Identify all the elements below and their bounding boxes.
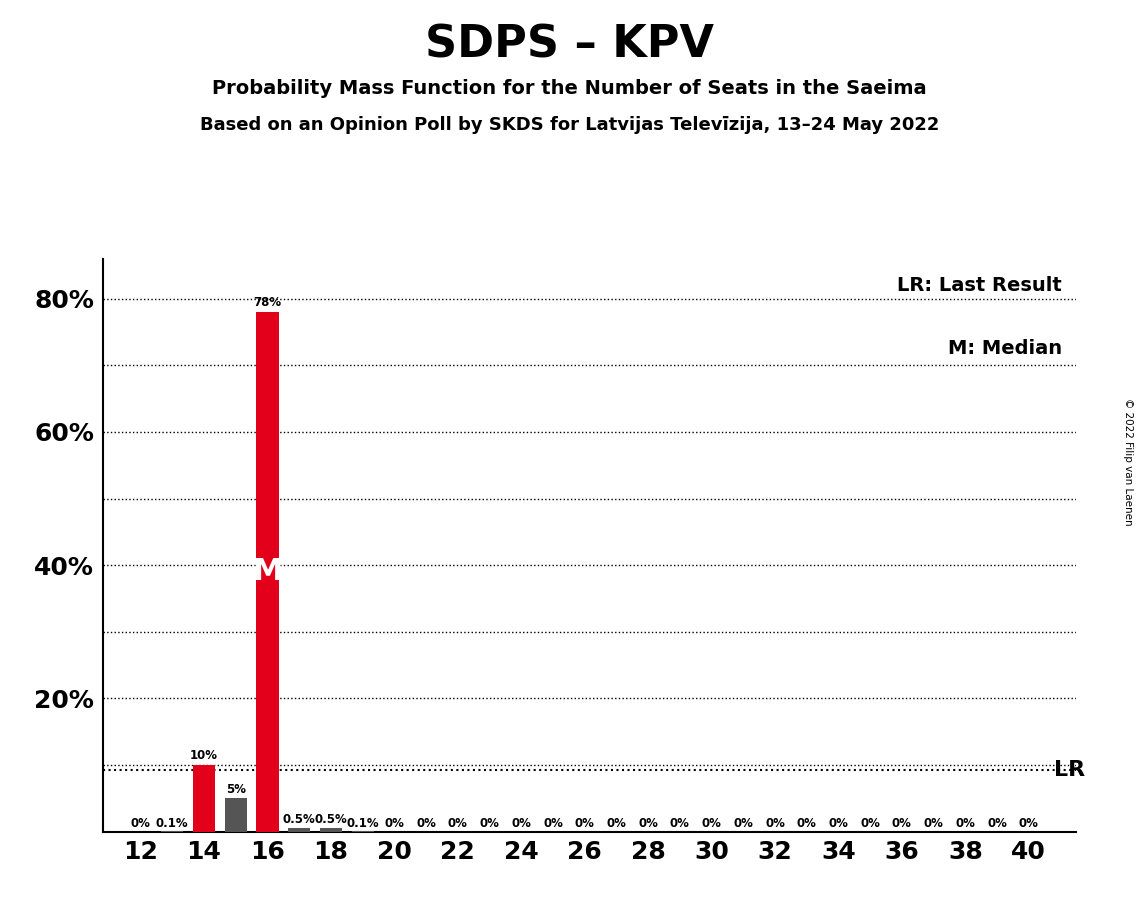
Text: 0%: 0% — [670, 817, 690, 831]
Text: 0.5%: 0.5% — [282, 812, 316, 826]
Text: 0.1%: 0.1% — [346, 817, 379, 830]
Text: 0%: 0% — [828, 817, 849, 831]
Text: LR: LR — [1055, 760, 1085, 780]
Text: © 2022 Filip van Laenen: © 2022 Filip van Laenen — [1123, 398, 1133, 526]
Text: 0%: 0% — [448, 817, 468, 831]
Text: 0%: 0% — [860, 817, 880, 831]
Text: 0%: 0% — [606, 817, 626, 831]
Text: 0%: 0% — [480, 817, 499, 831]
Text: Based on an Opinion Poll by SKDS for Latvijas Televīzija, 13–24 May 2022: Based on an Opinion Poll by SKDS for Lat… — [199, 116, 940, 133]
Text: 0%: 0% — [638, 817, 658, 831]
Text: 5%: 5% — [226, 783, 246, 796]
Text: 0%: 0% — [131, 817, 150, 831]
Text: SDPS – KPV: SDPS – KPV — [425, 23, 714, 67]
Text: 0%: 0% — [575, 817, 595, 831]
Text: 0%: 0% — [797, 817, 817, 831]
Text: 0%: 0% — [956, 817, 975, 831]
Text: M: Median: M: Median — [948, 339, 1062, 358]
Text: 0%: 0% — [384, 817, 404, 831]
Text: 0%: 0% — [892, 817, 912, 831]
Text: 0.1%: 0.1% — [156, 817, 189, 830]
Bar — [320, 828, 342, 832]
Text: 0%: 0% — [734, 817, 753, 831]
Text: 0.5%: 0.5% — [314, 812, 347, 826]
Text: 0%: 0% — [765, 817, 785, 831]
Text: 0%: 0% — [511, 817, 531, 831]
Text: M: M — [252, 557, 282, 587]
Text: LR: Last Result: LR: Last Result — [898, 276, 1062, 295]
Text: Probability Mass Function for the Number of Seats in the Saeima: Probability Mass Function for the Number… — [212, 79, 927, 98]
Text: 78%: 78% — [253, 297, 281, 310]
Bar — [288, 828, 310, 832]
Text: 10%: 10% — [190, 749, 218, 762]
Text: 0%: 0% — [988, 817, 1007, 831]
Text: 0%: 0% — [543, 817, 563, 831]
Bar — [192, 765, 215, 832]
Bar — [224, 798, 247, 832]
Text: 0%: 0% — [924, 817, 943, 831]
Text: 0%: 0% — [416, 817, 436, 831]
Text: 0%: 0% — [1018, 817, 1039, 831]
Bar — [256, 312, 279, 832]
Text: 0%: 0% — [702, 817, 721, 831]
